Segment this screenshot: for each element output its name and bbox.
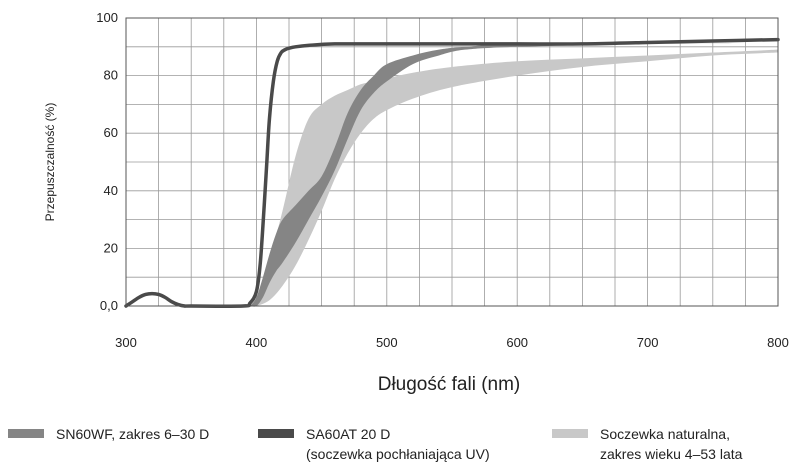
legend-label-sn60wf: SN60WF, zakres 6–30 D (56, 426, 210, 442)
y-tick-label: 0,0 (100, 298, 118, 313)
x-tick-label: 500 (376, 335, 398, 350)
legend-label-sa60at-line2: (soczewka pochłaniająca UV) (306, 446, 490, 462)
x-tick-label: 800 (767, 335, 789, 350)
y-tick-label: 60 (104, 125, 118, 140)
axes (125, 17, 779, 307)
x-tick-label: 300 (115, 335, 137, 350)
legend-swatch-natural-lens (552, 429, 588, 438)
series-layer (124, 37, 780, 308)
y-tick-label: 40 (104, 183, 118, 198)
x-tick-label: 400 (246, 335, 268, 350)
x-tick-label: 600 (506, 335, 528, 350)
legend-label-sa60at: SA60AT 20 D (soczewka pochłaniająca UV) (306, 424, 490, 464)
x-tick-label: 700 (637, 335, 659, 350)
y-tick-label: 20 (104, 240, 118, 255)
y-axis-label: Przepuszczalność (%) (43, 103, 57, 222)
legend-swatch-sn60wf (8, 429, 44, 438)
legend-label-sa60at-line1: SA60AT 20 D (306, 426, 391, 442)
transmittance-chart: 300 400 500 600 700 800 0,0 20 40 60 80 100 Przepus… (43, 10, 789, 395)
legend-label-natural-lens-line2: zakres wieku 4–53 lata (600, 446, 743, 462)
legend-label-natural-lens-line1: Soczewka naturalna, (600, 426, 730, 442)
y-tick-label: 100 (96, 10, 118, 25)
series-sn60wf-band (249, 43, 778, 307)
y-tick-label: 80 (104, 68, 118, 83)
legend-label-natural-lens: Soczewka naturalna, zakres wieku 4–53 la… (600, 424, 742, 464)
tick-labels: 300 400 500 600 700 800 0,0 20 40 60 80 100 (96, 10, 789, 350)
legend-swatch-sa60at (258, 429, 294, 438)
x-axis-label: Długość fali (nm) (378, 374, 521, 395)
series-sa60at-line (124, 37, 780, 308)
plot-frame (125, 17, 779, 307)
grid-lines (125, 17, 779, 307)
